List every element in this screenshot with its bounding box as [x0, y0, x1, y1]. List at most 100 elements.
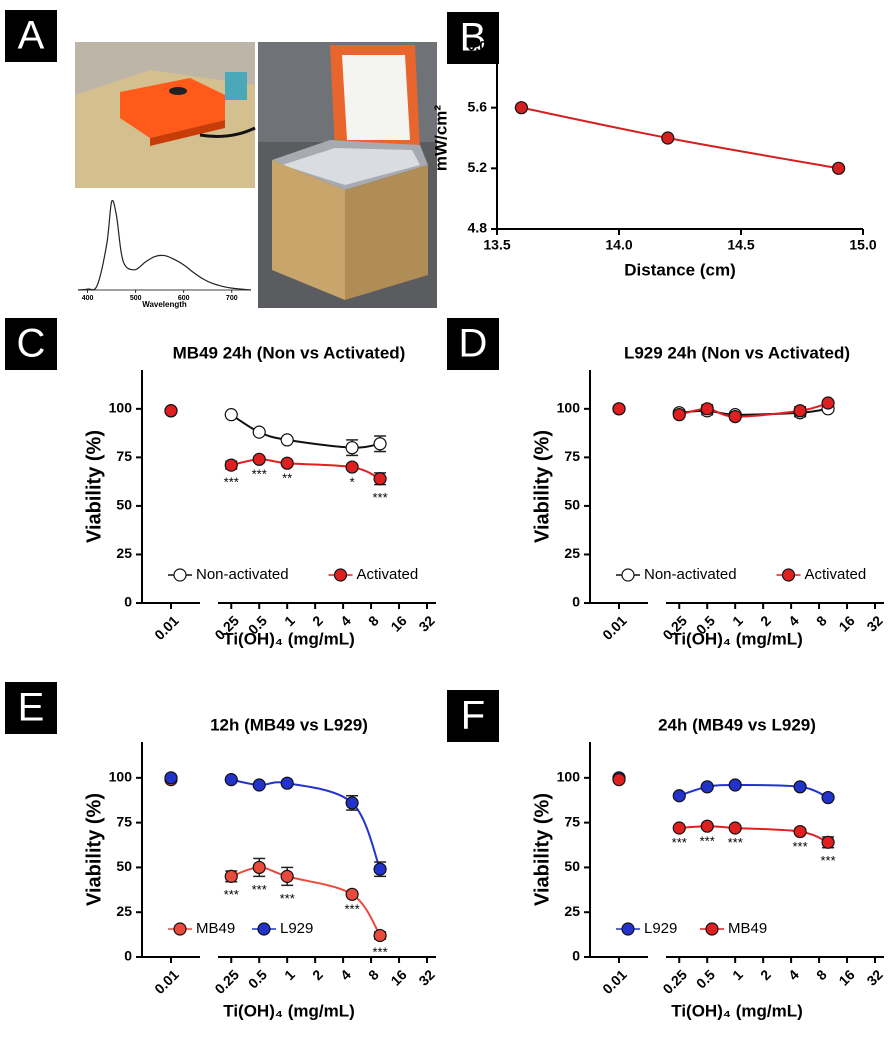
panel-letter-box [447, 12, 499, 64]
y-tick-label: 25 [116, 545, 132, 561]
chart-title: 24h (MB49 vs L929) [658, 715, 816, 734]
x-tick-label: 8 [813, 966, 830, 983]
x-tick-label: 13.5 [483, 237, 510, 253]
y-axis-title: Viability (%) [531, 430, 553, 543]
data-point [793, 404, 807, 418]
x-tick-label: 400 [82, 295, 94, 302]
x-tick-label: 0.01 [599, 612, 630, 643]
x-tick-label: 1 [729, 966, 746, 983]
x-tick-label: 16 [835, 966, 857, 988]
data-point [373, 472, 387, 486]
data-point [612, 402, 626, 416]
photo-box [258, 42, 437, 308]
y-tick-label: 50 [116, 858, 132, 874]
data-point [700, 780, 714, 794]
data-point [612, 773, 626, 787]
x-tick-label: 4 [785, 966, 802, 983]
y-tick-label: 5.2 [468, 159, 488, 175]
data-point [252, 778, 266, 792]
legend-marker [621, 568, 635, 582]
x-tick-label: 32 [863, 612, 885, 634]
x-tick-label: 8 [365, 612, 382, 629]
significance-label: *** [345, 902, 360, 917]
panel-letter: F [461, 694, 485, 738]
legend-marker [173, 568, 187, 582]
data-point [164, 404, 178, 418]
x-axis-title: Ti(OH)₄ (mg/mL) [671, 629, 803, 648]
data-point [672, 821, 686, 835]
legend-label: MB49 [728, 920, 767, 937]
x-tick-label: 14.0 [605, 237, 632, 253]
data-point [514, 101, 529, 115]
data-point [672, 408, 686, 422]
x-tick-label: 32 [863, 966, 885, 988]
x-axis-title: Wavelength [142, 300, 187, 309]
x-tick-label: 15.0 [849, 237, 876, 253]
y-tick-label: 75 [564, 448, 580, 464]
y-tick-label: 25 [564, 903, 580, 919]
x-tick-label: 4 [337, 612, 354, 629]
x-tick-label: 0.01 [151, 612, 182, 643]
significance-label: * [350, 474, 355, 489]
legend-marker [621, 922, 635, 936]
panel-letter-box [447, 318, 499, 370]
x-tick-label: 0.25 [211, 966, 242, 997]
y-tick-label: 75 [564, 813, 580, 829]
panel-letter: C [17, 322, 46, 366]
data-point [224, 458, 238, 472]
data-point [661, 131, 675, 145]
y-tick-label: 0 [572, 948, 580, 964]
x-tick-label: 8 [365, 966, 382, 983]
x-tick-label: 4 [785, 612, 802, 629]
x-tick-label: 0.5 [693, 966, 718, 991]
x-tick-label: 2 [309, 966, 326, 983]
y-tick-label: 25 [564, 545, 580, 561]
data-point [793, 824, 807, 839]
x-tick-label: 1 [281, 612, 298, 629]
data-point [700, 819, 714, 833]
data-point [280, 776, 294, 790]
series-line [521, 106, 839, 170]
series-line [77, 199, 252, 291]
data-point [728, 410, 742, 424]
y-tick-label: 0 [124, 594, 132, 610]
y-tick-label: 100 [109, 400, 133, 416]
legend-marker [333, 568, 348, 582]
data-point [224, 773, 238, 787]
legend-marker [257, 922, 271, 936]
panel-letter-box [447, 690, 499, 742]
data-point [821, 790, 835, 805]
data-point [728, 778, 742, 792]
x-tick-label: 1 [281, 966, 298, 983]
legend-label: Non-activated [644, 566, 737, 583]
x-tick-label: 32 [415, 966, 437, 988]
significance-label: *** [224, 887, 239, 902]
y-axis-title: Viability (%) [83, 793, 105, 906]
significance-label: *** [672, 835, 687, 850]
data-point [672, 789, 686, 803]
x-tick-label: 0.01 [599, 966, 630, 997]
data-point [280, 456, 294, 470]
x-axis-title: Ti(OH)₄ (mg/mL) [223, 629, 355, 648]
data-point [164, 771, 178, 785]
chart-title: 12h (MB49 vs L929) [210, 715, 368, 734]
x-axis-title: Ti(OH)₄ (mg/mL) [671, 1001, 803, 1020]
x-tick-label: 0.25 [659, 966, 690, 997]
data-point [224, 408, 238, 422]
data-point [821, 396, 835, 410]
y-tick-label: 0 [124, 948, 132, 964]
spectrum-inset [75, 190, 255, 308]
data-point [224, 869, 238, 883]
y-axis-title: Viability (%) [83, 430, 105, 543]
significance-label: *** [728, 835, 743, 850]
y-tick-label: 0 [572, 594, 580, 610]
x-tick-label: 8 [813, 612, 830, 629]
data-point [345, 460, 359, 474]
panel-letter-box [5, 318, 57, 370]
significance-label: ** [282, 471, 292, 486]
y-tick-label: 4.8 [468, 220, 488, 236]
data-point [252, 452, 266, 466]
significance-label: *** [700, 833, 715, 848]
x-tick-label: 700 [226, 295, 238, 302]
